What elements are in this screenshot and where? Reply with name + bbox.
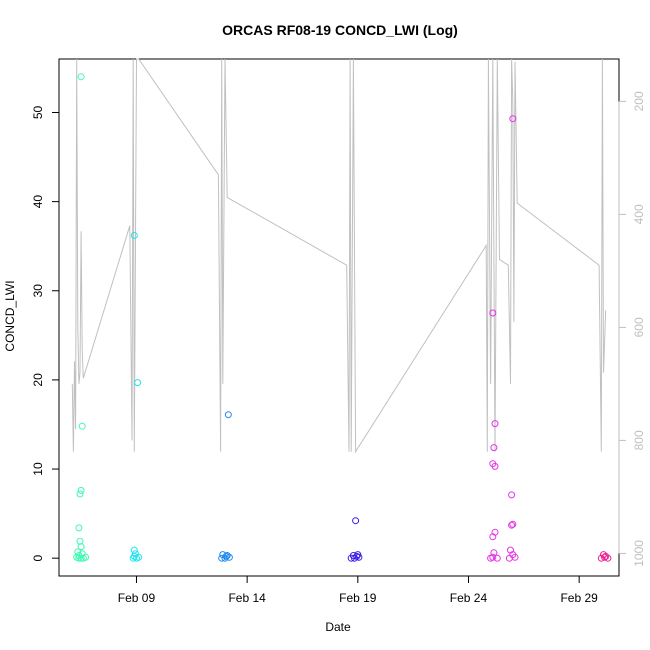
data-point-s2-5 [225, 553, 233, 561]
y2-tick-label: 200 [632, 91, 646, 111]
data-point-s0-0 [77, 73, 85, 81]
data-point-s3-0 [352, 517, 360, 525]
y-axis-label: CONCD_LWI [3, 280, 17, 351]
y2-tick-label: 800 [632, 430, 646, 450]
data-point-s4-11 [509, 115, 517, 123]
data-point-s1-1 [134, 379, 142, 387]
data-point-s4-2 [490, 444, 498, 452]
y-axis-left: 0 10 20 30 40 50 [31, 105, 60, 562]
y-tick-label: 10 [31, 462, 45, 476]
data-point-s2-3 [218, 554, 226, 562]
data-point-s1-7 [135, 553, 143, 561]
data-point-s4-12 [508, 491, 516, 499]
data-point-s4-13 [509, 520, 517, 528]
data-point-s4-4 [491, 462, 499, 470]
data-point-s5-3 [601, 553, 609, 561]
data-points-layer [73, 73, 612, 562]
data-point-s4-10 [493, 554, 501, 562]
data-point-s2-4 [221, 554, 229, 562]
data-point-s0-3 [76, 490, 84, 498]
data-point-s0-4 [75, 524, 83, 532]
x-axis-label: Date [325, 620, 351, 634]
data-point-s0-6 [77, 543, 85, 551]
chart-title: ORCAS RF08-19 CONCD_LWI (Log) [222, 22, 458, 38]
plot-area-frame [58, 58, 620, 577]
y-tick-label: 50 [31, 105, 45, 119]
data-point-s2-1 [219, 551, 227, 559]
y2-tick-label: 600 [632, 317, 646, 337]
y2-tick-label: 400 [632, 204, 646, 224]
data-point-s4-6 [489, 533, 497, 541]
data-point-s4-9 [489, 553, 497, 561]
y-tick-label: 0 [31, 555, 45, 562]
data-point-s5-4 [604, 554, 612, 562]
x-tick-label: Feb 09 [118, 591, 156, 605]
data-point-s2-0 [224, 411, 232, 419]
data-point-s5-1 [602, 552, 610, 560]
data-point-s4-18 [511, 553, 519, 561]
x-tick-label: Feb 24 [450, 591, 488, 605]
x-tick-label: Feb 29 [560, 591, 598, 605]
data-point-s0-10 [77, 554, 85, 562]
data-point-s0-14 [78, 550, 86, 558]
data-point-s4-17 [505, 554, 513, 562]
data-point-s3-6 [353, 552, 361, 560]
data-point-s4-14 [508, 521, 516, 529]
data-point-s0-13 [75, 554, 83, 562]
y-tick-label: 30 [31, 284, 45, 298]
y-tick-label: 40 [31, 195, 45, 209]
pressure-series-line [71, 58, 607, 454]
y-axis-right: 200 400 600 800 1000 [618, 91, 646, 567]
data-point-s5-2 [597, 554, 605, 562]
data-point-s1-4 [130, 552, 138, 560]
data-point-s4-7 [490, 549, 498, 557]
data-point-s1-0 [130, 232, 138, 239]
x-tick-label: Feb 19 [339, 591, 377, 605]
data-point-s0-2 [77, 486, 85, 494]
data-point-s4-1 [491, 420, 499, 428]
data-point-s4-0 [489, 309, 497, 317]
pressure-line-layer [71, 58, 607, 454]
x-tick-label: Feb 14 [228, 591, 266, 605]
y2-tick-label: 1000 [632, 540, 646, 567]
data-point-s3-4 [351, 554, 358, 562]
y-tick-label: 20 [31, 373, 45, 387]
data-point-s0-1 [78, 422, 86, 430]
data-point-s2-6 [222, 552, 230, 560]
x-axis: Feb 09 Feb 14 Feb 19 Feb 24 Feb 29 [118, 575, 598, 605]
data-point-s1-2 [130, 546, 138, 554]
